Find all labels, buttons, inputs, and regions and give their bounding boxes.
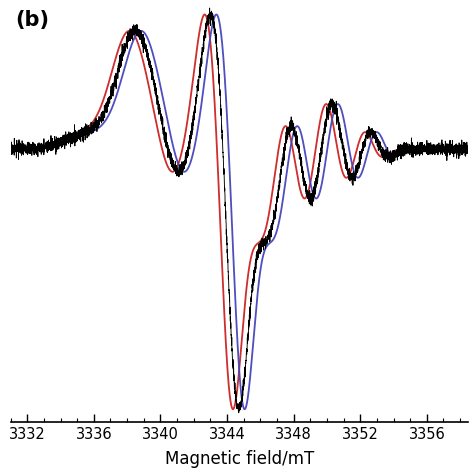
- Text: (b): (b): [15, 10, 49, 30]
- X-axis label: Magnetic field/mT: Magnetic field/mT: [165, 450, 314, 468]
